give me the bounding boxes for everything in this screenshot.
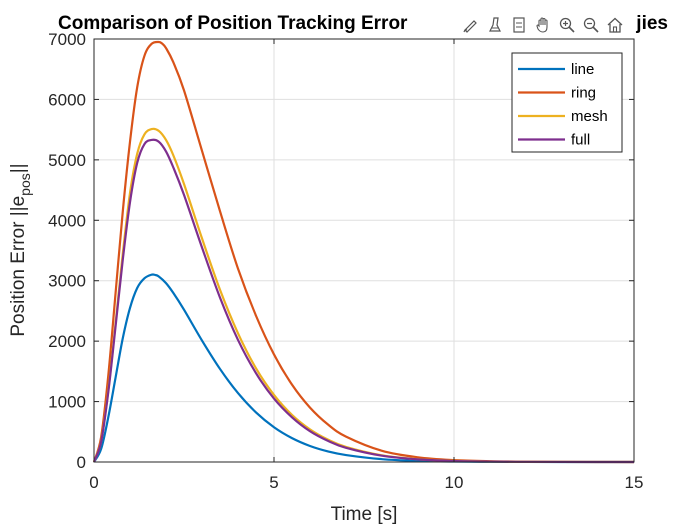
- y-tick-label: 2000: [48, 332, 86, 351]
- zoom-in-icon[interactable]: [556, 13, 578, 37]
- y-axis-label-main: Position Error ||e: [8, 196, 29, 337]
- legend-icon[interactable]: [508, 13, 530, 37]
- pan-icon[interactable]: [532, 13, 554, 37]
- axes-toolbar: [460, 12, 626, 38]
- axes-box: [93, 38, 635, 463]
- y-tick-label: 1000: [48, 393, 86, 412]
- y-tick-label: 5000: [48, 151, 86, 170]
- brush-icon[interactable]: [460, 13, 482, 37]
- x-tick-label: 15: [625, 473, 644, 492]
- legend-items: line ring mesh full: [518, 61, 608, 149]
- y-tick-label: 0: [77, 453, 86, 472]
- chart-title: Comparison of Position Tracking Error: [58, 13, 408, 34]
- y-tick-label: 4000: [48, 211, 86, 230]
- y-tick-label: 6000: [48, 90, 86, 109]
- zoom-out-icon[interactable]: [580, 13, 602, 37]
- series-line-full[interactable]: [92, 138, 634, 464]
- y-tick-label: 7000: [48, 30, 86, 49]
- x-tick-label: 10: [445, 473, 464, 492]
- legend-label-full: full: [571, 132, 590, 149]
- legend-label-ring: ring: [571, 85, 596, 102]
- legend[interactable]: line ring mesh full: [511, 52, 623, 153]
- y-axis-label-subscript: pos: [17, 173, 33, 196]
- chart-title-tail: jies: [635, 13, 668, 34]
- ticks: [93, 38, 635, 463]
- y-axis-label: Position Error ||epos||: [8, 163, 33, 336]
- data-tips-icon[interactable]: [484, 13, 506, 37]
- y-tick-label: 3000: [48, 272, 86, 291]
- legend-label-mesh: mesh: [571, 108, 608, 125]
- x-axis-label: Time [s]: [331, 504, 398, 525]
- x-tick-label: 0: [89, 473, 98, 492]
- home-icon[interactable]: [604, 13, 626, 37]
- legend-box: [511, 52, 623, 153]
- y-axis-label-end: ||: [8, 163, 29, 173]
- x-tick-label: 5: [269, 473, 278, 492]
- legend-label-line: line: [571, 61, 594, 78]
